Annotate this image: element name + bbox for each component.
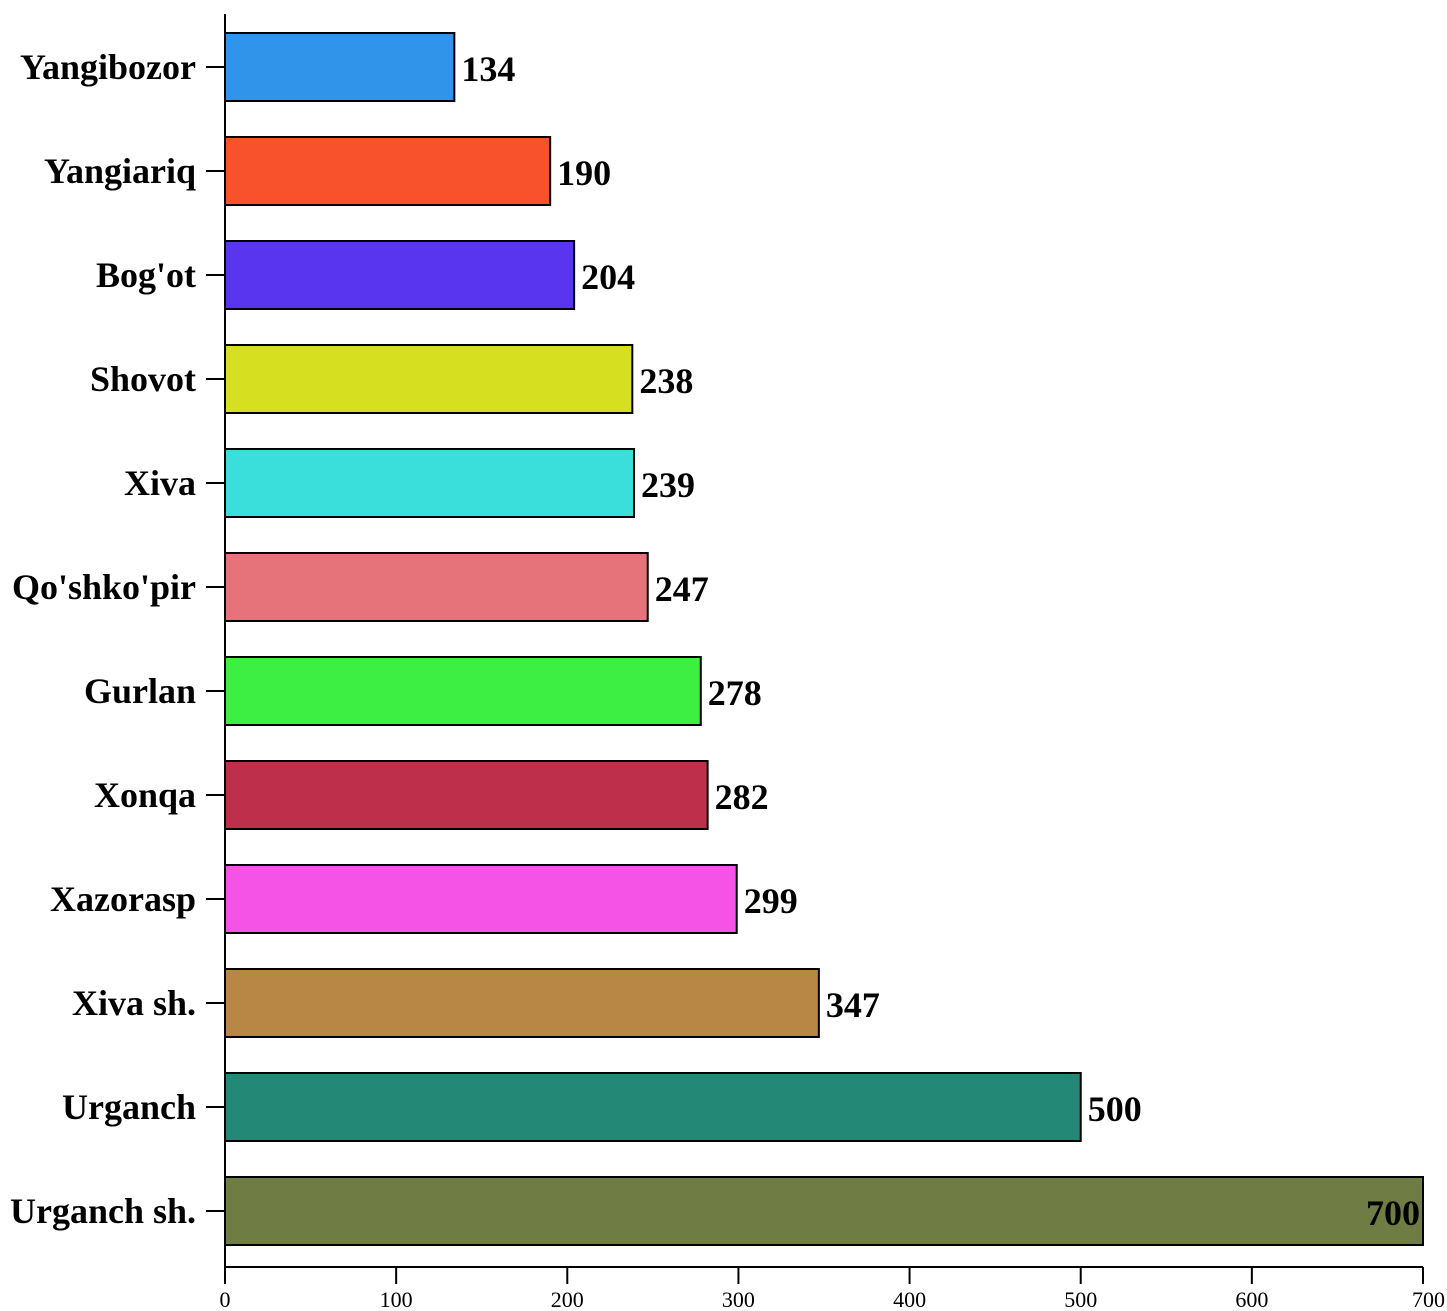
bar-gurlan: [224, 656, 702, 726]
value-label-bog-ot: 204: [581, 257, 635, 297]
x-tick-label-700: 700: [1412, 1287, 1445, 1311]
bar-bog-ot: [224, 240, 576, 310]
category-label-gurlan: Gurlan: [84, 671, 196, 711]
x-tick-label-400: 400: [893, 1287, 926, 1311]
x-tick-label-100: 100: [380, 1287, 413, 1311]
bar-xiva: [224, 448, 636, 518]
bar-urganch: [224, 1072, 1082, 1142]
value-label-urganch-sh: 700: [1366, 1193, 1420, 1233]
value-label-xiva-sh: 347: [826, 985, 880, 1025]
category-label-urganch-sh: Urganch sh.: [10, 1191, 196, 1231]
value-label-qo-shko-pir: 247: [655, 569, 709, 609]
value-label-urganch: 500: [1088, 1089, 1142, 1129]
category-label-shovot: Shovot: [90, 359, 196, 399]
category-label-xiva-sh: Xiva sh.: [72, 983, 196, 1023]
category-label-yangibozor: Yangibozor: [20, 47, 196, 87]
bar-yangiariq: [224, 136, 552, 206]
value-label-shovot: 238: [639, 361, 693, 401]
bar-xazorasp: [224, 864, 738, 934]
x-tick-label-500: 500: [1064, 1287, 1097, 1311]
bar-shovot: [224, 344, 634, 414]
bar-qo-shko-pir: [224, 552, 649, 622]
value-label-gurlan: 278: [708, 673, 762, 713]
value-label-xonqa: 282: [715, 777, 769, 817]
category-label-xiva: Xiva: [124, 463, 196, 503]
bar-xonqa: [224, 760, 709, 830]
category-label-yangiariq: Yangiariq: [44, 151, 196, 191]
value-label-yangiariq: 190: [557, 153, 611, 193]
value-label-xiva: 239: [641, 465, 695, 505]
bar-xiva-sh: [224, 968, 820, 1038]
category-label-xonqa: Xonqa: [94, 775, 196, 815]
axes-layer: 0 100 200 300 400 500 600 700: [206, 14, 1445, 1311]
value-label-xazorasp: 299: [744, 881, 798, 921]
category-label-urganch: Urganch: [62, 1087, 196, 1127]
bar-urganch-sh: [224, 1176, 1424, 1246]
value-label-yangibozor: 134: [461, 49, 515, 89]
x-tick-label-600: 600: [1235, 1287, 1268, 1311]
category-label-qo-shko-pir: Qo'shko'pir: [12, 567, 196, 607]
labels-layer: Yangibozor 134 Yangiariq 190 Bog'ot 204 Shovot…: [10, 47, 1420, 1233]
category-label-xazorasp: Xazorasp: [50, 879, 196, 919]
category-label-bog-ot: Bog'ot: [96, 255, 196, 295]
x-tick-label-0: 0: [220, 1287, 231, 1311]
x-tick-label-200: 200: [551, 1287, 584, 1311]
x-tick-label-300: 300: [722, 1287, 755, 1311]
bar-yangibozor: [224, 32, 456, 102]
bars-layer: [224, 32, 1424, 1246]
